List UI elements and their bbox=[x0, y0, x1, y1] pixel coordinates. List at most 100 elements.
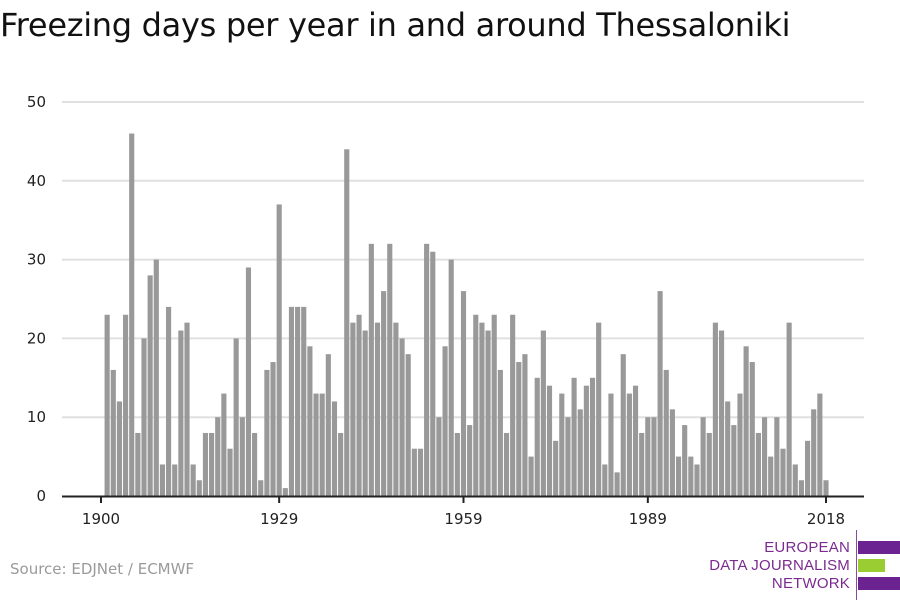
bar-2000 bbox=[712, 322, 718, 496]
bar-1928 bbox=[270, 362, 276, 496]
bar-1909 bbox=[153, 259, 159, 496]
bar-1947 bbox=[387, 243, 393, 496]
bar-1945 bbox=[374, 322, 381, 496]
bar-1990 bbox=[651, 417, 657, 496]
bar-1919 bbox=[215, 417, 221, 496]
x-tick-label: 1900 bbox=[82, 510, 120, 528]
y-tick-label: 20 bbox=[27, 329, 46, 347]
bar-1934 bbox=[307, 346, 313, 496]
bar-2010 bbox=[774, 417, 780, 496]
bar-1962 bbox=[479, 322, 485, 496]
bar-1910 bbox=[159, 464, 166, 496]
bar-1920 bbox=[221, 393, 227, 496]
bar-1956 bbox=[442, 346, 448, 496]
bar-1986 bbox=[626, 393, 632, 496]
y-tick-label: 40 bbox=[27, 172, 46, 190]
bar-1949 bbox=[399, 338, 405, 496]
bar-2018 bbox=[823, 480, 829, 496]
bar-2005 bbox=[743, 346, 749, 496]
bar-1989 bbox=[645, 417, 651, 496]
bar-1959 bbox=[460, 291, 467, 496]
bar-2007 bbox=[755, 432, 761, 496]
y-tick-label: 30 bbox=[27, 251, 46, 269]
bar-1953 bbox=[424, 243, 430, 496]
logo-bar-purple-bottom bbox=[858, 577, 900, 590]
bar-1940 bbox=[344, 149, 350, 496]
bar-1983 bbox=[608, 393, 614, 496]
y-tick-label: 50 bbox=[27, 93, 46, 111]
bar-1946 bbox=[381, 291, 387, 496]
bar-1955 bbox=[436, 417, 442, 496]
bar-1992 bbox=[663, 369, 669, 496]
bar-2014 bbox=[798, 480, 804, 496]
bar-1993 bbox=[669, 409, 675, 496]
logo-divider bbox=[856, 530, 857, 600]
bar-1971 bbox=[534, 377, 540, 496]
bar-1904 bbox=[123, 314, 129, 496]
x-tick-label: 1989 bbox=[629, 510, 667, 528]
bar-2002 bbox=[725, 401, 731, 496]
y-tick-label: 10 bbox=[27, 408, 46, 426]
x-axis: 1900 1929 1959 1989 2018 bbox=[62, 495, 864, 528]
bar-1960 bbox=[467, 425, 473, 496]
bar-1979 bbox=[583, 385, 589, 496]
bar-1925 bbox=[252, 432, 258, 496]
bar-1942 bbox=[356, 314, 362, 496]
bar-1941 bbox=[350, 322, 356, 496]
bar-2012 bbox=[786, 322, 792, 496]
bar-1970 bbox=[528, 456, 534, 496]
bar-1987 bbox=[632, 385, 639, 496]
bar-1912 bbox=[172, 464, 178, 496]
bar-1957 bbox=[448, 259, 454, 496]
bar-2006 bbox=[749, 362, 755, 496]
bar-1997 bbox=[694, 464, 700, 496]
bar-1923 bbox=[239, 417, 245, 496]
bar-1968 bbox=[516, 362, 522, 496]
bar-1935 bbox=[313, 393, 319, 496]
bar-1988 bbox=[639, 432, 645, 496]
x-tick-label: 2018 bbox=[807, 510, 845, 528]
bar-1963 bbox=[485, 330, 491, 496]
logo-line-3: NETWORK bbox=[771, 575, 850, 592]
bar-1907 bbox=[141, 338, 147, 496]
bar-1967 bbox=[510, 314, 516, 496]
bar-1995 bbox=[682, 425, 688, 496]
bar-1980 bbox=[589, 377, 596, 496]
bar-1975 bbox=[559, 393, 565, 496]
bar-1926 bbox=[258, 480, 264, 496]
bar-2004 bbox=[737, 393, 743, 496]
bar-2008 bbox=[761, 417, 768, 496]
bar-1965 bbox=[497, 369, 503, 496]
logo-bar-purple-top bbox=[858, 541, 900, 554]
chart-title: Freezing days per year in and around The… bbox=[0, 6, 791, 44]
bar-chart: 0 10 20 30 40 50 1900 1929 1959 1989 2018 bbox=[27, 93, 864, 528]
bar-1924 bbox=[245, 267, 252, 496]
bar-1911 bbox=[166, 306, 172, 496]
bar-1961 bbox=[473, 314, 479, 496]
bar-1929 bbox=[276, 204, 282, 496]
bar-1985 bbox=[620, 354, 626, 496]
logo-bar-green bbox=[858, 559, 885, 572]
bar-2013 bbox=[792, 464, 798, 496]
bar-2003 bbox=[731, 425, 737, 496]
x-tick-label: 1959 bbox=[444, 510, 482, 528]
bar-1913 bbox=[178, 330, 184, 496]
logo-line-2: DATA JOURNALISM bbox=[709, 557, 850, 574]
bar-2017 bbox=[817, 393, 823, 496]
bar-2001 bbox=[718, 330, 725, 496]
bar-1922 bbox=[233, 338, 239, 496]
bar-1966 bbox=[503, 432, 510, 496]
bar-1936 bbox=[319, 393, 325, 496]
bar-2011 bbox=[780, 448, 786, 496]
bar-1905 bbox=[129, 133, 135, 496]
bar-1948 bbox=[393, 322, 399, 496]
source-note: Source: EDJNet / ECMWF bbox=[10, 560, 195, 578]
bar-1982 bbox=[602, 464, 608, 496]
bar-1917 bbox=[202, 432, 209, 496]
bar-1978 bbox=[577, 409, 583, 496]
bar-1908 bbox=[147, 275, 153, 496]
bar-1969 bbox=[522, 354, 528, 496]
bar-1950 bbox=[405, 354, 411, 496]
edjnet-logo: EUROPEAN DATA JOURNALISM NETWORK bbox=[700, 530, 900, 600]
bar-1932 bbox=[295, 306, 301, 496]
